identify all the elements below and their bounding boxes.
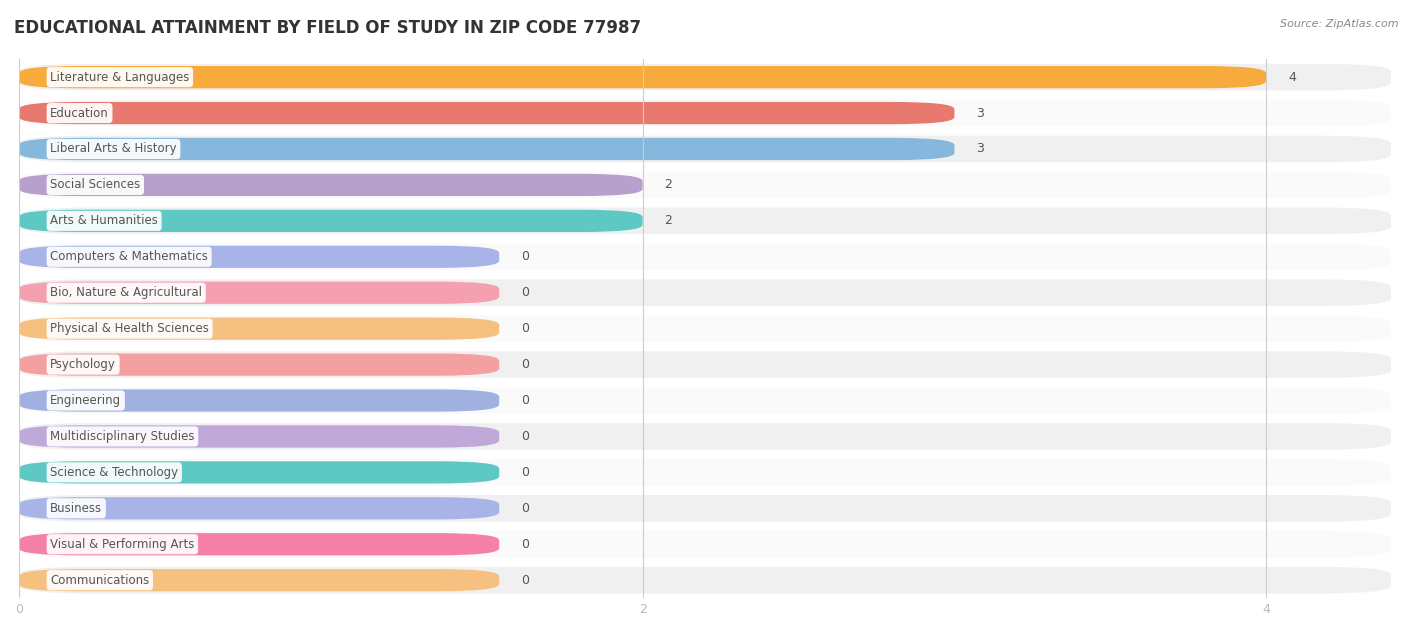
Text: Source: ZipAtlas.com: Source: ZipAtlas.com: [1281, 19, 1399, 29]
FancyBboxPatch shape: [20, 174, 643, 196]
FancyBboxPatch shape: [20, 569, 499, 591]
Text: Social Sciences: Social Sciences: [51, 179, 141, 191]
FancyBboxPatch shape: [20, 280, 1391, 306]
FancyBboxPatch shape: [20, 245, 499, 268]
FancyBboxPatch shape: [20, 172, 1391, 198]
FancyBboxPatch shape: [20, 495, 1391, 522]
Text: Engineering: Engineering: [51, 394, 121, 407]
FancyBboxPatch shape: [20, 100, 1391, 126]
Text: 3: 3: [976, 107, 984, 119]
FancyBboxPatch shape: [20, 461, 499, 483]
FancyBboxPatch shape: [20, 102, 955, 124]
Text: Bio, Nature & Agricultural: Bio, Nature & Agricultural: [51, 286, 202, 299]
Text: 0: 0: [522, 322, 529, 335]
Text: 4: 4: [1288, 71, 1296, 84]
Text: Business: Business: [51, 502, 103, 515]
FancyBboxPatch shape: [20, 136, 1391, 162]
FancyBboxPatch shape: [20, 66, 1267, 88]
Text: 0: 0: [522, 574, 529, 587]
FancyBboxPatch shape: [20, 208, 1391, 234]
Text: 2: 2: [665, 215, 672, 227]
Text: 2: 2: [665, 179, 672, 191]
FancyBboxPatch shape: [20, 209, 643, 232]
Text: Multidisciplinary Studies: Multidisciplinary Studies: [51, 430, 194, 443]
Text: 0: 0: [522, 502, 529, 515]
Text: 0: 0: [522, 358, 529, 371]
Text: Physical & Health Sciences: Physical & Health Sciences: [51, 322, 209, 335]
FancyBboxPatch shape: [20, 64, 1391, 90]
Text: Psychology: Psychology: [51, 358, 117, 371]
Text: Computers & Mathematics: Computers & Mathematics: [51, 251, 208, 263]
FancyBboxPatch shape: [20, 533, 499, 555]
FancyBboxPatch shape: [20, 353, 499, 375]
Text: Liberal Arts & History: Liberal Arts & History: [51, 143, 177, 155]
Text: Communications: Communications: [51, 574, 149, 587]
FancyBboxPatch shape: [20, 531, 1391, 558]
FancyBboxPatch shape: [20, 425, 499, 447]
Text: 0: 0: [522, 538, 529, 551]
FancyBboxPatch shape: [20, 351, 1391, 378]
Text: Literature & Languages: Literature & Languages: [51, 71, 190, 84]
Text: Visual & Performing Arts: Visual & Performing Arts: [51, 538, 194, 551]
Text: 0: 0: [522, 466, 529, 479]
FancyBboxPatch shape: [20, 497, 499, 519]
FancyBboxPatch shape: [20, 389, 499, 411]
FancyBboxPatch shape: [20, 138, 955, 160]
Text: EDUCATIONAL ATTAINMENT BY FIELD OF STUDY IN ZIP CODE 77987: EDUCATIONAL ATTAINMENT BY FIELD OF STUDY…: [14, 19, 641, 37]
Text: 3: 3: [976, 143, 984, 155]
Text: 0: 0: [522, 251, 529, 263]
FancyBboxPatch shape: [20, 567, 1391, 594]
Text: Arts & Humanities: Arts & Humanities: [51, 215, 157, 227]
Text: Education: Education: [51, 107, 108, 119]
FancyBboxPatch shape: [20, 423, 1391, 450]
FancyBboxPatch shape: [20, 244, 1391, 270]
Text: 0: 0: [522, 394, 529, 407]
FancyBboxPatch shape: [20, 317, 499, 339]
Text: 0: 0: [522, 430, 529, 443]
Text: 0: 0: [522, 286, 529, 299]
Text: Science & Technology: Science & Technology: [51, 466, 179, 479]
FancyBboxPatch shape: [20, 387, 1391, 414]
FancyBboxPatch shape: [20, 316, 1391, 342]
FancyBboxPatch shape: [20, 281, 499, 304]
FancyBboxPatch shape: [20, 459, 1391, 486]
